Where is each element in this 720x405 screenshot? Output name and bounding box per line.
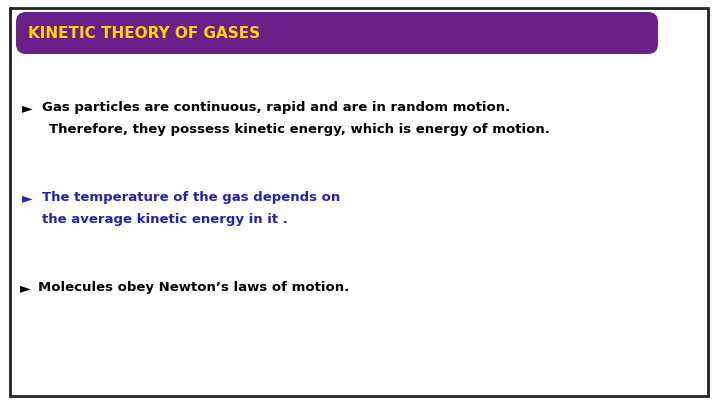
Text: KINETIC THEORY OF GASES: KINETIC THEORY OF GASES <box>28 26 260 40</box>
Text: Molecules obey Newton’s laws of motion.: Molecules obey Newton’s laws of motion. <box>38 281 349 294</box>
Text: the average kinetic energy in it .: the average kinetic energy in it . <box>42 213 288 226</box>
Text: The temperature of the gas depends on: The temperature of the gas depends on <box>42 192 341 205</box>
FancyBboxPatch shape <box>10 8 708 396</box>
Text: ►: ► <box>22 101 32 115</box>
Text: ►: ► <box>20 281 31 295</box>
Text: Gas particles are continuous, rapid and are in random motion.: Gas particles are continuous, rapid and … <box>42 102 510 115</box>
Text: Therefore, they possess kinetic energy, which is energy of motion.: Therefore, they possess kinetic energy, … <box>49 124 550 136</box>
FancyBboxPatch shape <box>16 12 658 54</box>
Text: ►: ► <box>22 191 32 205</box>
